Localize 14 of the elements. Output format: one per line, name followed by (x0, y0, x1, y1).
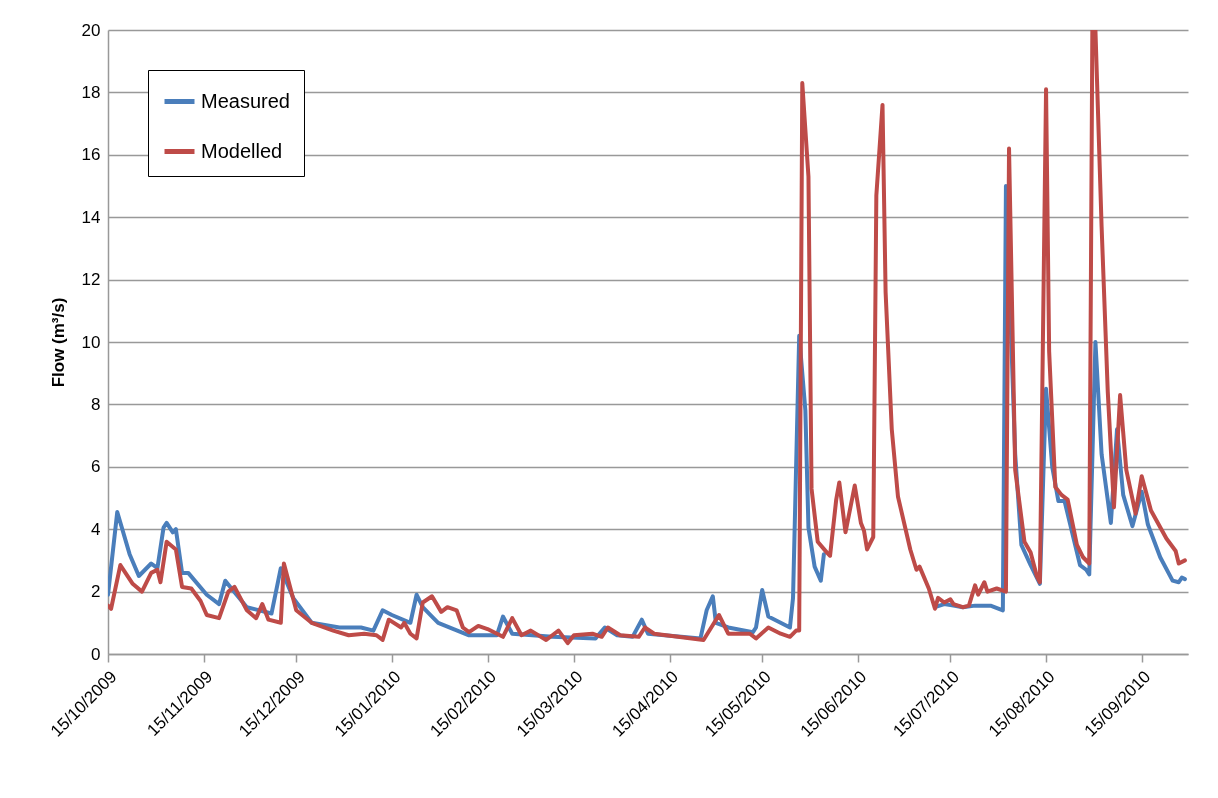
legend-label: Modelled (201, 139, 283, 162)
y-tick-label: 8 (91, 394, 101, 414)
y-tick-label: 4 (91, 519, 101, 539)
legend-label: Measured (201, 89, 290, 112)
y-tick-label: 10 (81, 332, 101, 352)
y-axis-title: Flow (m³/s) (48, 297, 68, 388)
y-tick-label: 12 (81, 270, 101, 290)
y-tick-label: 18 (81, 82, 101, 102)
y-tick-label: 0 (91, 644, 101, 664)
y-tick-label: 20 (81, 20, 101, 40)
y-tick-label: 16 (81, 145, 101, 165)
y-tick-label: 6 (91, 457, 101, 477)
y-tick-label: 14 (81, 207, 101, 227)
y-tick-label: 2 (91, 582, 101, 602)
